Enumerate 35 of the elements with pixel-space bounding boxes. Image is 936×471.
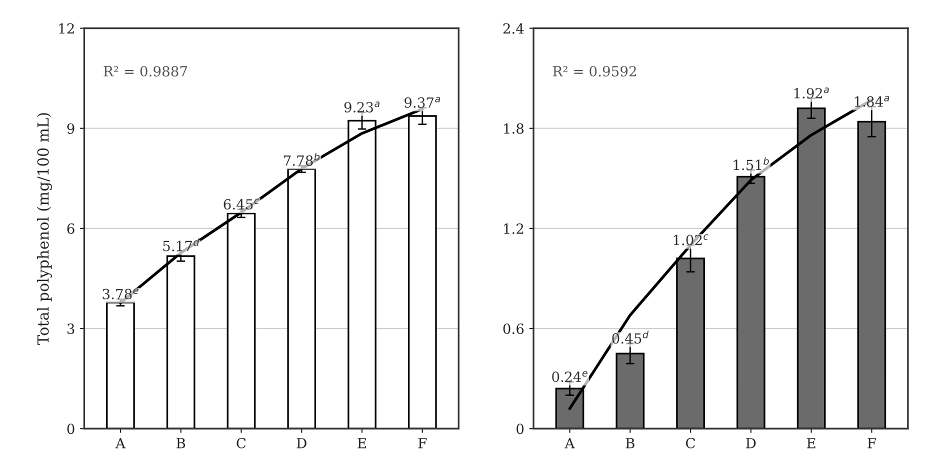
data-label: 1.92$^{a}$	[794, 87, 829, 98]
x-tick-label: C	[686, 438, 696, 448]
data-label: 0.24$^{e}$	[552, 371, 588, 382]
data-label: 9.37$^{a}$	[404, 96, 440, 108]
data-label: 7.78$^{b}$	[284, 152, 320, 166]
data-label: 9.23$^{a}$	[344, 102, 380, 112]
y-tick-label: 0	[67, 424, 74, 434]
data-label: 1.02$^{c}$	[674, 234, 708, 246]
x-tick-label: E	[806, 438, 816, 448]
y-tick-label: 0	[516, 424, 524, 434]
y-tick-label: 0.6	[503, 323, 524, 334]
y-tick-label: 1.2	[504, 223, 524, 234]
x-tick-label: E	[358, 438, 366, 448]
x-tick-label: F	[868, 438, 876, 448]
y-tick-label: 2.4	[503, 23, 524, 34]
y-tick-label: 12	[59, 23, 74, 34]
x-tick-label: D	[296, 438, 306, 448]
annotation: R² = 0.9887	[104, 66, 188, 76]
data-label: 0.45$^{d}$	[612, 330, 649, 344]
data-label: 3.78$^{e}$	[102, 288, 138, 300]
y-tick-label: 9	[67, 123, 74, 134]
y-axis-title: Total polyphenol (mg/100 mL)	[36, 113, 52, 345]
y-tick-label: 3	[67, 323, 74, 334]
x-tick-label: B	[626, 438, 634, 448]
x-tick-label: D	[746, 438, 756, 448]
data-label: 1.51$^{b}$	[734, 157, 769, 170]
annotation: R² = 0.9592	[553, 66, 636, 76]
x-tick-label: F	[418, 438, 427, 448]
x-tick-label: A	[564, 438, 575, 448]
y-tick-label: 1.8	[504, 123, 524, 134]
data-label: 1.84$^{a}$	[854, 96, 890, 107]
x-tick-label: B	[176, 438, 186, 448]
x-tick-label: A	[115, 438, 126, 448]
y-tick-label: 6	[67, 223, 74, 234]
x-tick-label: C	[236, 438, 246, 448]
